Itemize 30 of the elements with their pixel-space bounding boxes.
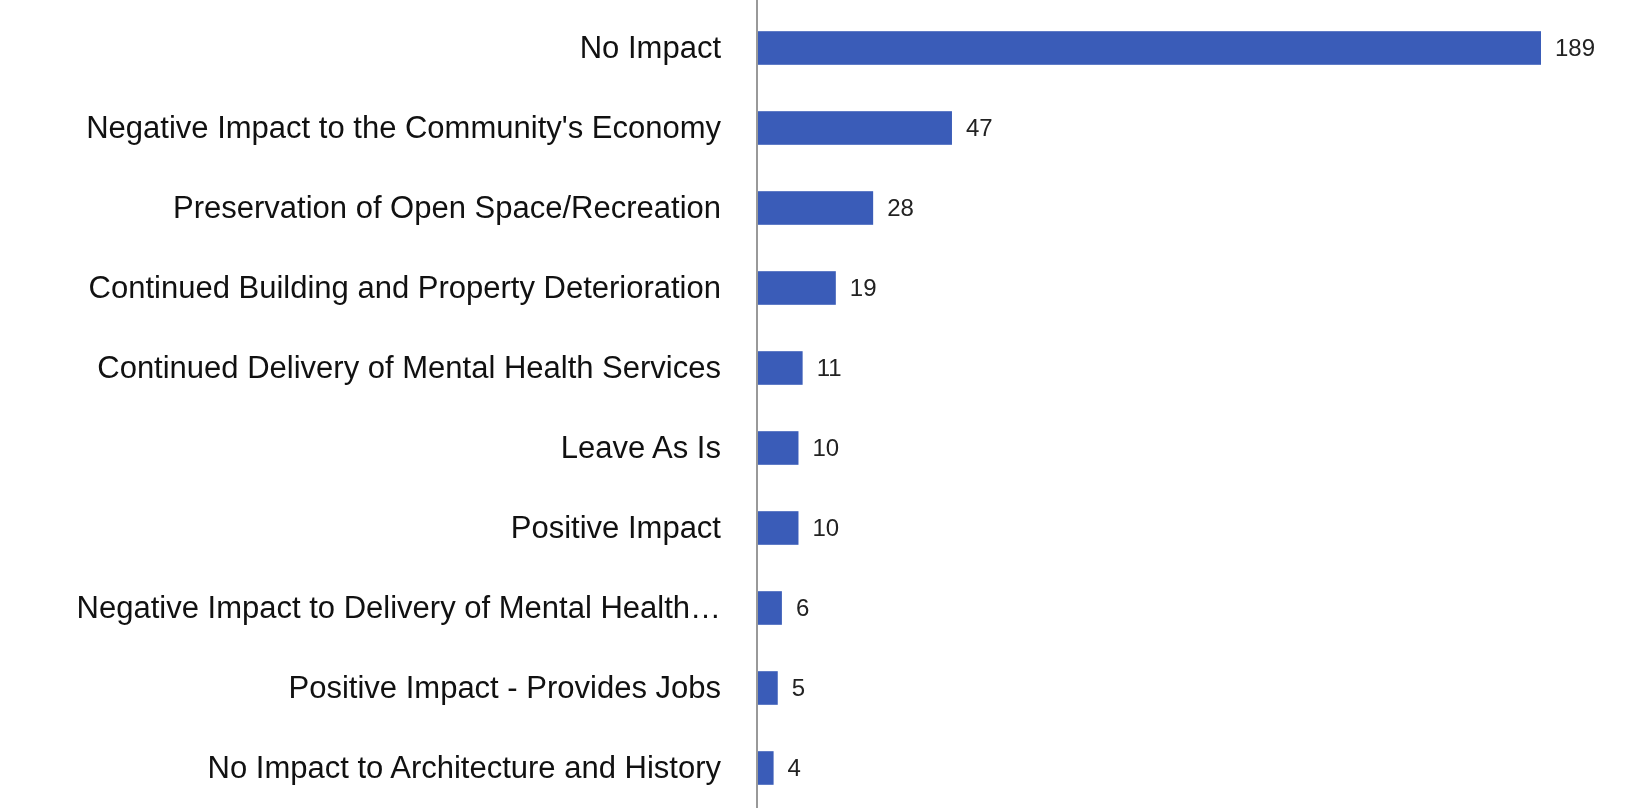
data-label: 10 xyxy=(812,434,840,462)
y-tick-label: Positive Impact - Provides Jobs xyxy=(288,669,721,705)
data-label: 11 xyxy=(816,354,842,382)
data-label: 10 xyxy=(812,514,840,542)
bar xyxy=(757,191,874,225)
data-label: 47 xyxy=(965,114,993,142)
bar xyxy=(757,271,836,305)
y-tick-label: Negative Impact to Delivery of Mental Health… xyxy=(76,589,721,625)
y-tick-label: Positive Impact xyxy=(510,509,722,545)
y-tick-label: Leave As Is xyxy=(560,429,721,465)
bar xyxy=(757,511,799,545)
bar xyxy=(757,31,1541,65)
data-label: 28 xyxy=(887,194,914,222)
data-label: 189 xyxy=(1555,34,1596,62)
bar xyxy=(757,431,799,465)
data-label: 19 xyxy=(849,274,877,302)
bar xyxy=(757,111,952,145)
data-label: 5 xyxy=(791,674,806,702)
y-tick-label: Preservation of Open Space/Recreation xyxy=(173,189,721,225)
y-tick-label: No Impact to Architecture and History xyxy=(207,749,722,785)
bar xyxy=(757,671,778,705)
y-tick-label: No Impact xyxy=(579,29,722,65)
data-label: 6 xyxy=(795,594,810,622)
data-label: 4 xyxy=(787,754,801,782)
bar xyxy=(757,351,803,385)
y-tick-label: Negative Impact to the Community's Economy xyxy=(86,109,722,145)
y-tick-label: Continued Delivery of Mental Health Services xyxy=(97,349,721,385)
bar xyxy=(757,751,774,785)
y-tick-label: Continued Building and Property Deterioration xyxy=(88,269,721,305)
bar xyxy=(757,591,782,625)
